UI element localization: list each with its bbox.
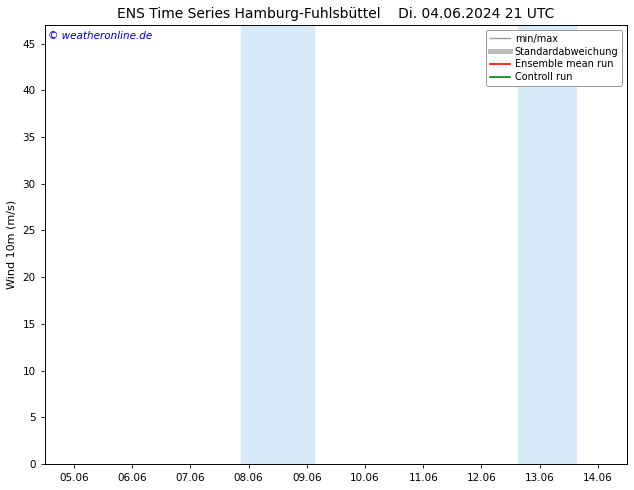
Bar: [242, 25, 271, 464]
Text: © weatheronline.de: © weatheronline.de: [48, 31, 152, 42]
Bar: [518, 25, 547, 464]
Y-axis label: Wind 10m (m/s): Wind 10m (m/s): [7, 200, 17, 289]
Bar: [547, 25, 576, 464]
Legend: min/max, Standardabweichung, Ensemble mean run, Controll run: min/max, Standardabweichung, Ensemble me…: [486, 30, 622, 86]
Bar: [271, 25, 314, 464]
Title: ENS Time Series Hamburg-Fuhlsbüttel    Di. 04.06.2024 21 UTC: ENS Time Series Hamburg-Fuhlsbüttel Di. …: [117, 7, 555, 21]
